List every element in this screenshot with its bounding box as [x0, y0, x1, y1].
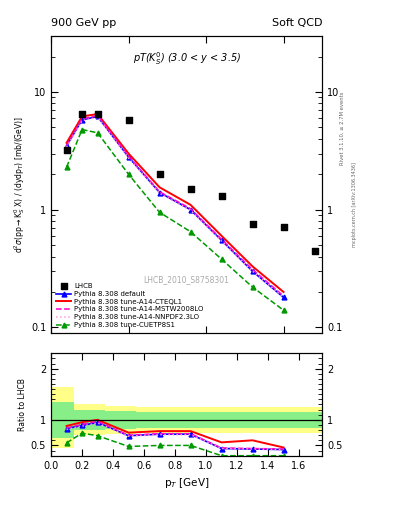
Text: pT(K$^0_S$) (3.0 < y < 3.5): pT(K$^0_S$) (3.0 < y < 3.5) [132, 51, 241, 68]
Text: 900 GeV pp: 900 GeV pp [51, 18, 116, 28]
Point [250, 220, 256, 228]
Legend: LHCB, Pythia 8.308 default, Pythia 8.308 tune-A14-CTEQL1, Pythia 8.308 tune-A14-: LHCB, Pythia 8.308 default, Pythia 8.308… [55, 282, 205, 329]
Point [219, 192, 225, 200]
Point [79, 110, 85, 118]
Point [125, 116, 132, 124]
Text: LHCB_2010_S8758301: LHCB_2010_S8758301 [144, 275, 230, 284]
Point [187, 185, 194, 193]
X-axis label: p$_T$ [GeV]: p$_T$ [GeV] [164, 476, 209, 490]
Point [156, 170, 163, 178]
Y-axis label: Ratio to LHCB: Ratio to LHCB [18, 378, 27, 431]
Text: Rivet 3.1.10, ≥ 2.7M events: Rivet 3.1.10, ≥ 2.7M events [340, 91, 345, 165]
Point [63, 146, 70, 154]
Point [311, 246, 318, 254]
Text: Soft QCD: Soft QCD [272, 18, 322, 28]
Y-axis label: d$^2\sigma$(pp$\rightarrow$K$^0_S$ X) / (dydp$_T$) [mb/(GeV)]: d$^2\sigma$(pp$\rightarrow$K$^0_S$ X) / … [12, 116, 27, 253]
Text: mcplots.cern.ch [arXiv:1306.3436]: mcplots.cern.ch [arXiv:1306.3436] [352, 162, 357, 247]
Point [280, 222, 286, 230]
Point [94, 110, 101, 118]
